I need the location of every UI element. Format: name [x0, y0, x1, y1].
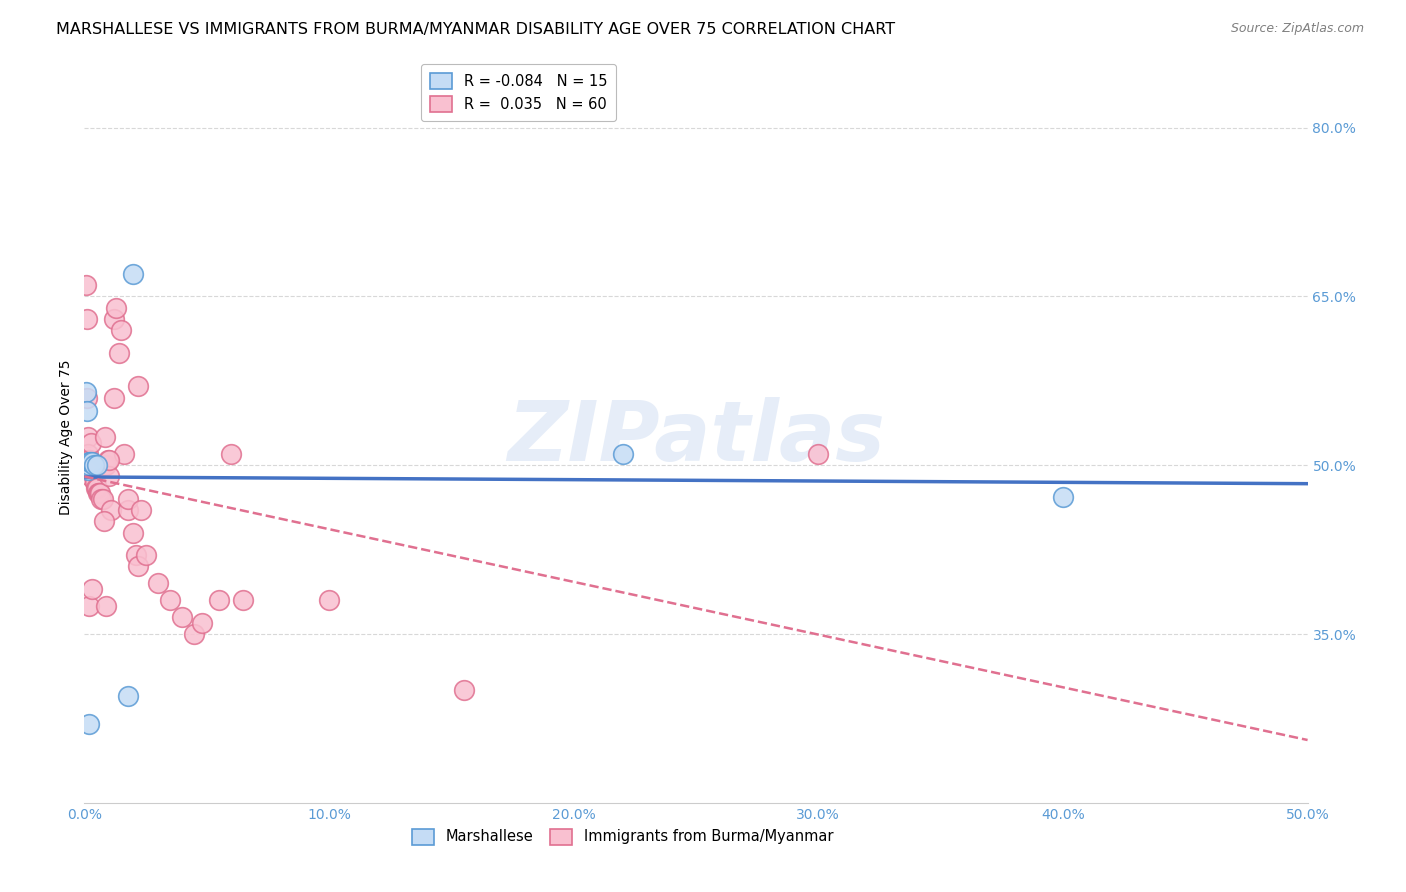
Point	[87, 486, 110, 500]
Point	[77, 599, 100, 613]
Point	[612, 447, 634, 461]
Point	[77, 463, 100, 477]
Point	[94, 430, 117, 444]
Point	[84, 481, 107, 495]
Point	[83, 458, 105, 473]
Point	[77, 430, 100, 444]
Point	[79, 458, 101, 473]
Point	[79, 455, 101, 469]
Point	[77, 455, 100, 469]
Legend: Marshallese, Immigrants from Burma/Myanmar: Marshallese, Immigrants from Burma/Myanm…	[406, 822, 839, 850]
Point	[83, 469, 105, 483]
Point	[1052, 490, 1074, 504]
Point	[83, 469, 105, 483]
Point	[97, 469, 120, 483]
Point	[80, 458, 103, 473]
Point	[219, 447, 242, 461]
Point	[77, 447, 100, 461]
Point	[80, 435, 103, 450]
Point	[807, 447, 830, 461]
Point	[110, 323, 132, 337]
Point	[103, 312, 125, 326]
Point	[82, 464, 104, 478]
Point	[112, 447, 135, 461]
Point	[129, 503, 152, 517]
Point	[80, 455, 103, 469]
Text: ZIPatlas: ZIPatlas	[508, 397, 884, 477]
Point	[127, 379, 149, 393]
Point	[159, 593, 181, 607]
Point	[232, 593, 254, 607]
Point	[100, 503, 122, 517]
Y-axis label: Disability Age Over 75: Disability Age Over 75	[59, 359, 73, 515]
Point	[91, 491, 114, 506]
Point	[77, 717, 100, 731]
Point	[84, 475, 107, 489]
Point	[76, 458, 98, 473]
Point	[79, 469, 101, 483]
Point	[80, 582, 103, 596]
Point	[75, 385, 97, 400]
Point	[453, 683, 475, 698]
Point	[75, 278, 97, 293]
Text: Source: ZipAtlas.com: Source: ZipAtlas.com	[1230, 22, 1364, 36]
Point	[82, 464, 104, 478]
Point	[103, 391, 125, 405]
Point	[76, 391, 98, 405]
Point	[96, 599, 118, 613]
Point	[86, 458, 108, 473]
Point	[117, 491, 139, 506]
Point	[122, 525, 145, 540]
Point	[76, 312, 98, 326]
Point	[93, 458, 115, 473]
Point	[93, 515, 115, 529]
Point	[117, 689, 139, 703]
Point	[86, 481, 108, 495]
Point	[76, 404, 98, 418]
Point	[105, 301, 128, 315]
Point	[97, 452, 120, 467]
Point	[107, 345, 129, 359]
Point	[90, 491, 112, 506]
Point	[125, 548, 148, 562]
Point	[183, 627, 205, 641]
Text: MARSHALLESE VS IMMIGRANTS FROM BURMA/MYANMAR DISABILITY AGE OVER 75 CORRELATION : MARSHALLESE VS IMMIGRANTS FROM BURMA/MYA…	[56, 22, 896, 37]
Point	[77, 458, 100, 473]
Point	[122, 267, 145, 281]
Point	[87, 486, 110, 500]
Point	[89, 486, 111, 500]
Point	[96, 458, 118, 473]
Point	[318, 593, 340, 607]
Point	[97, 452, 120, 467]
Point	[172, 610, 194, 624]
Point	[117, 503, 139, 517]
Point	[77, 452, 100, 467]
Point	[127, 559, 149, 574]
Point	[135, 548, 157, 562]
Point	[208, 593, 231, 607]
Point	[83, 475, 105, 489]
Point	[77, 452, 100, 467]
Point	[146, 576, 169, 591]
Point	[191, 615, 214, 630]
